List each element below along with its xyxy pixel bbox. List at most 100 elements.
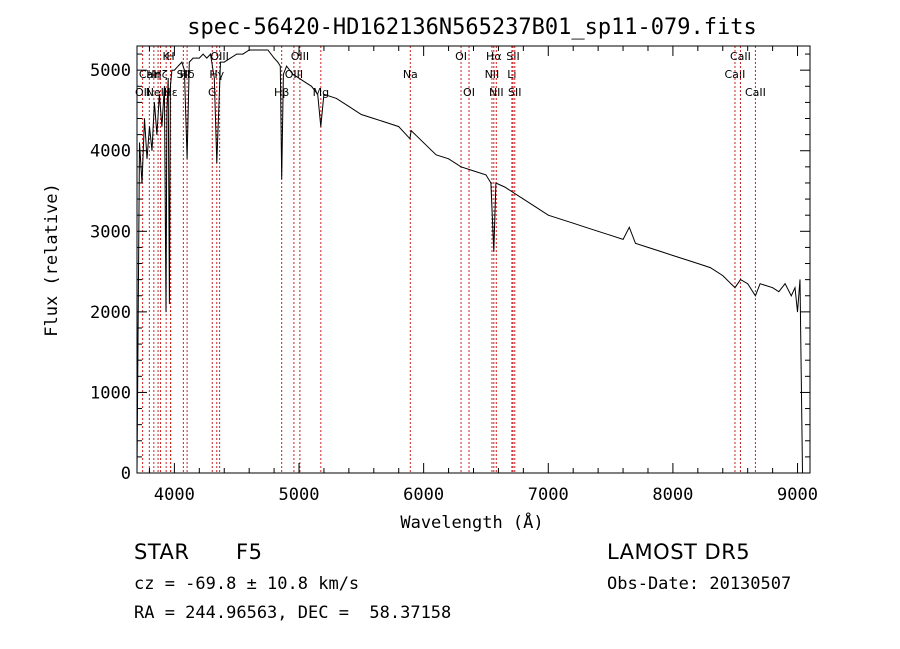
velocity-readout: cz = -69.8 ± 10.8 km/s xyxy=(134,574,360,594)
data-point xyxy=(165,311,167,313)
data-point xyxy=(304,81,306,83)
data-point xyxy=(236,53,238,55)
data-point xyxy=(697,263,699,264)
data-point xyxy=(154,101,155,103)
marker-label: NII xyxy=(489,86,504,99)
marker-label: SII xyxy=(506,50,519,63)
data-point xyxy=(547,214,549,216)
data-point xyxy=(522,198,524,200)
y-tick-label: 2000 xyxy=(90,303,131,323)
data-point xyxy=(323,93,325,95)
data-point xyxy=(192,57,194,59)
observation-date: Obs-Date: 20130507 xyxy=(607,574,792,594)
data-layer xyxy=(136,49,806,474)
data-point xyxy=(169,303,170,305)
data-point xyxy=(220,61,221,63)
data-point xyxy=(504,186,506,188)
chart-title: spec-56420-HD162136N565237B01_sp11-079.f… xyxy=(187,15,757,40)
y-axis-label: Flux (relative) xyxy=(42,183,62,337)
data-point xyxy=(535,206,537,208)
data-point xyxy=(709,267,711,268)
data-point xyxy=(149,126,150,127)
data-point xyxy=(277,61,279,63)
data-point xyxy=(460,166,462,168)
data-point xyxy=(202,53,204,55)
marker-label: NeIII xyxy=(146,86,171,99)
marker-label: OII xyxy=(135,86,150,99)
data-point xyxy=(317,93,319,95)
marker-label: Na xyxy=(403,68,418,81)
data-point xyxy=(493,251,495,252)
data-point xyxy=(473,170,474,172)
data-point xyxy=(216,162,218,164)
spectrum-series xyxy=(136,49,805,474)
data-point xyxy=(213,77,215,79)
marker-label: OIII xyxy=(291,50,309,63)
data-point xyxy=(279,65,281,67)
marker-label: H xyxy=(166,50,174,63)
marker-label: OI xyxy=(463,86,475,99)
data-point xyxy=(173,69,175,71)
data-point xyxy=(759,283,761,285)
data-point xyxy=(722,275,724,277)
data-point xyxy=(181,61,183,63)
object-class: STAR xyxy=(134,540,190,564)
data-point xyxy=(755,295,756,297)
marker-label: CaII xyxy=(745,86,766,99)
x-tick-label: 6000 xyxy=(403,485,444,505)
data-point xyxy=(799,279,801,281)
data-point xyxy=(166,110,168,111)
data-point xyxy=(281,178,283,180)
data-point xyxy=(628,226,630,228)
data-point xyxy=(490,182,492,184)
data-point xyxy=(740,279,741,281)
data-point xyxy=(183,69,185,71)
data-point xyxy=(164,85,165,87)
data-point xyxy=(448,158,449,160)
x-tick-label: 7000 xyxy=(528,485,569,505)
marker-label: SII xyxy=(177,68,190,81)
data-point xyxy=(398,126,400,127)
data-point xyxy=(348,106,350,107)
data-point xyxy=(635,242,636,244)
x-axis-label: Wavelength (Å) xyxy=(400,511,543,533)
survey-name: LAMOST DR5 xyxy=(607,540,751,564)
x-tick-label: 8000 xyxy=(652,485,693,505)
marker-label: CaII xyxy=(730,50,751,63)
data-point xyxy=(385,122,387,123)
data-point xyxy=(298,77,300,79)
marker-label: G xyxy=(208,86,217,99)
y-tick-label: 1000 xyxy=(90,383,131,403)
data-point xyxy=(495,182,497,184)
data-point xyxy=(230,57,231,59)
data-point xyxy=(747,283,749,285)
data-point xyxy=(672,255,674,256)
data-point xyxy=(572,222,574,224)
data-point xyxy=(784,283,786,285)
data-point xyxy=(410,130,412,131)
data-point xyxy=(242,53,244,55)
data-point xyxy=(292,73,294,75)
data-point xyxy=(151,150,153,152)
data-point xyxy=(510,190,512,192)
data-point xyxy=(156,134,158,136)
data-point xyxy=(320,126,322,127)
marker-label: K xyxy=(163,50,171,63)
data-point xyxy=(794,287,796,289)
data-point xyxy=(360,114,362,115)
data-point xyxy=(336,97,337,99)
data-point xyxy=(177,65,179,67)
data-point xyxy=(435,154,437,156)
data-point xyxy=(560,218,562,220)
marker-label: CaII xyxy=(725,68,746,81)
data-point xyxy=(790,295,792,297)
data-point xyxy=(684,259,686,260)
marker-label: Hγ xyxy=(209,68,224,81)
axes: 4000 5000 6000 7000 8000 9000 0 1000 2000 3000 400… xyxy=(90,46,818,505)
plot-frame xyxy=(136,45,811,474)
marker-label: Mg xyxy=(313,86,329,99)
data-point xyxy=(210,53,211,55)
data-point xyxy=(186,158,188,160)
subclass: F5 xyxy=(236,540,263,564)
